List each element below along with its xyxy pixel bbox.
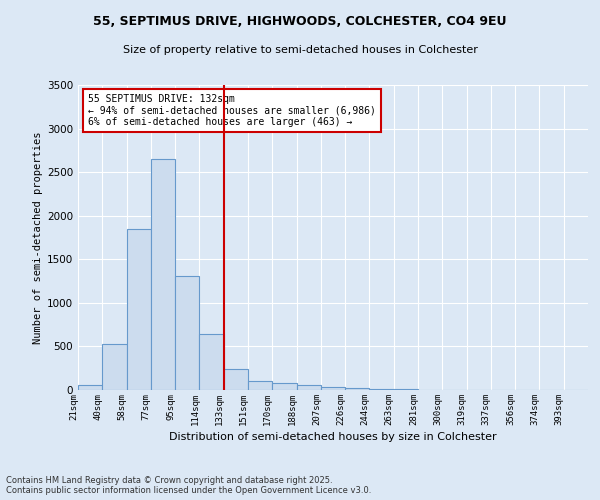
- Text: Contains HM Land Registry data © Crown copyright and database right 2025.
Contai: Contains HM Land Registry data © Crown c…: [6, 476, 371, 495]
- Bar: [370, 388, 394, 390]
- X-axis label: Distribution of semi-detached houses by size in Colchester: Distribution of semi-detached houses by …: [169, 432, 497, 442]
- Bar: [127, 229, 151, 390]
- Bar: [199, 334, 224, 390]
- Bar: [296, 385, 321, 390]
- Bar: [151, 159, 175, 390]
- Bar: [321, 387, 345, 390]
- Bar: [175, 276, 199, 390]
- Y-axis label: Number of semi-detached properties: Number of semi-detached properties: [33, 131, 43, 344]
- Bar: [224, 368, 248, 390]
- Text: 55 SEPTIMUS DRIVE: 132sqm
← 94% of semi-detached houses are smaller (6,986)
6% o: 55 SEPTIMUS DRIVE: 132sqm ← 94% of semi-…: [88, 94, 376, 128]
- Text: Size of property relative to semi-detached houses in Colchester: Size of property relative to semi-detach…: [122, 45, 478, 55]
- Bar: [345, 388, 370, 390]
- Bar: [102, 344, 127, 390]
- Bar: [78, 384, 102, 390]
- Bar: [248, 382, 272, 390]
- Text: 55, SEPTIMUS DRIVE, HIGHWOODS, COLCHESTER, CO4 9EU: 55, SEPTIMUS DRIVE, HIGHWOODS, COLCHESTE…: [93, 15, 507, 28]
- Bar: [272, 382, 296, 390]
